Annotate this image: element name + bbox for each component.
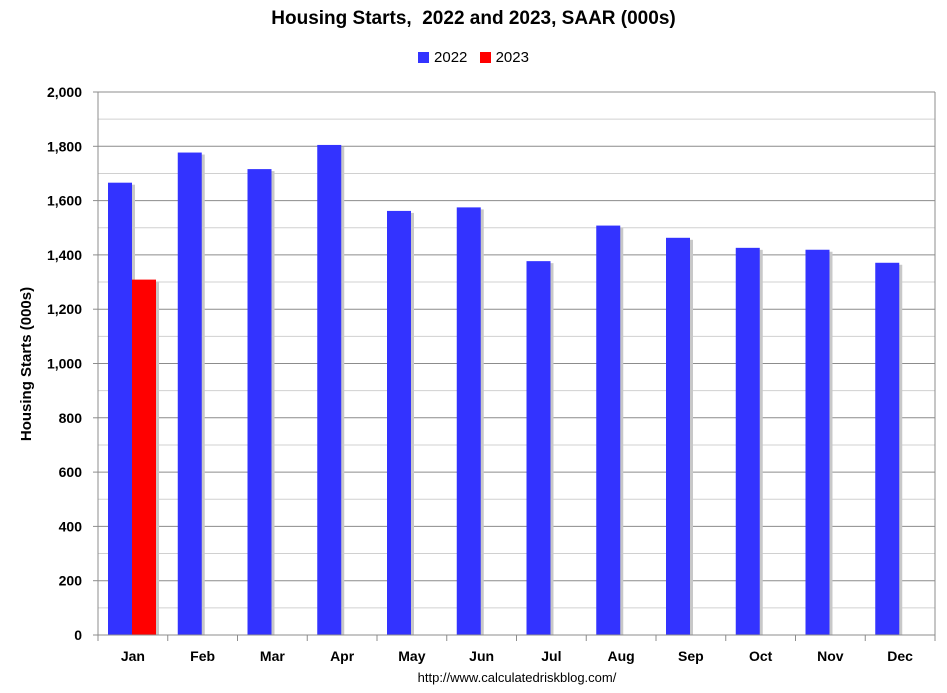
y-tick-label: 2,000 [47, 84, 82, 100]
legend-swatch-2022 [418, 52, 430, 63]
x-tick-label: Jun [469, 648, 494, 664]
x-tick-label: Nov [817, 648, 844, 664]
chart-legend: 2022 2023 [0, 49, 947, 67]
bar-2022-jul [526, 261, 551, 635]
bar-2022-jun [456, 207, 481, 635]
legend-label-2023: 2023 [495, 49, 529, 66]
legend-label-2022: 2022 [434, 49, 468, 66]
bar-2022-sep [666, 237, 690, 635]
y-tick-label: 600 [59, 464, 83, 480]
x-tick-label: Oct [749, 648, 773, 664]
bar-2022-jan [108, 182, 132, 635]
x-tick-label: Apr [330, 648, 355, 664]
bar-2022-mar [247, 169, 272, 635]
y-tick-label: 1,200 [47, 301, 82, 317]
bar-2022-nov [805, 249, 830, 635]
x-tick-label: Jan [121, 648, 145, 664]
axes: 0 200 400 600 800 1,000 1,200 1,400 1,600 1,800 2,… [47, 84, 936, 664]
x-tick-label: Feb [190, 648, 215, 664]
gridlines [98, 91, 935, 636]
source-url: http://www.calculatedriskblog.com/ [417, 670, 617, 685]
legend-swatch-2023 [479, 52, 491, 63]
y-tick-label: 1,800 [47, 138, 82, 154]
y-tick-label: 0 [74, 627, 82, 643]
x-tick-label: May [398, 648, 425, 664]
legend-item-2023: 2023 [479, 49, 529, 66]
x-tick-label: Jul [541, 648, 561, 664]
y-tick-label: 1,000 [47, 356, 82, 372]
y-tick-label: 1,400 [47, 247, 82, 263]
bar-2022-feb [177, 152, 202, 635]
bar-2022-dec [875, 262, 900, 635]
x-tick-label: Sep [678, 648, 704, 664]
y-tick-label: 1,600 [47, 193, 82, 209]
bar-2022-apr [317, 144, 342, 635]
y-tick-label: 400 [59, 518, 83, 534]
bars [108, 144, 903, 636]
y-tick-label: 200 [59, 573, 83, 589]
x-tick-label: Mar [260, 648, 285, 664]
bar-2023-jan [132, 279, 156, 635]
bar-2022-aug [596, 225, 621, 635]
chart-title: Housing Starts, 2022 and 2023, SAAR (000… [271, 8, 676, 29]
y-tick-label: 800 [59, 410, 83, 426]
bar-2022-may [387, 210, 411, 636]
legend-item-2022: 2022 [418, 49, 467, 66]
x-tick-label: Dec [887, 648, 913, 664]
bar-2022-oct [735, 247, 760, 635]
y-axis-label: Housing Starts (000s) [18, 287, 35, 441]
x-tick-label: Aug [608, 648, 635, 664]
